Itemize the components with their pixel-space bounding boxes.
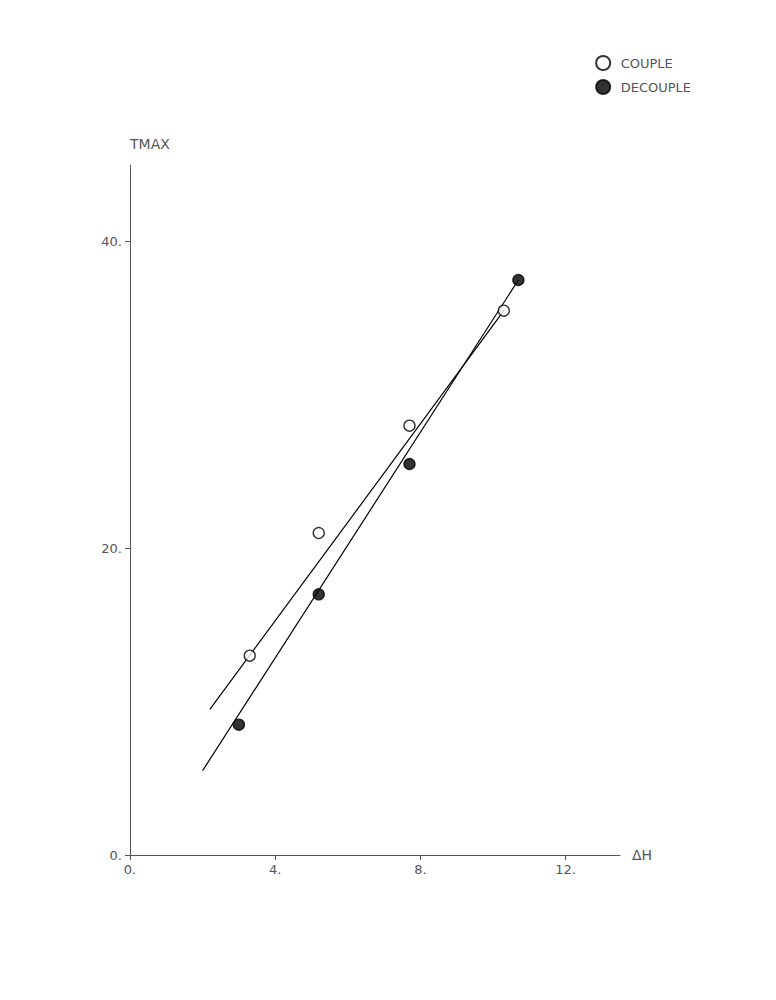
svg-text:TMAX: TMAX [129,136,170,152]
svg-text:8.: 8. [414,862,426,877]
svg-text:0.: 0. [110,848,122,863]
svg-text:DECOUPLE: DECOUPLE [621,80,691,95]
svg-text:20.: 20. [101,541,122,556]
svg-text:0.: 0. [124,862,136,877]
svg-text:4.: 4. [269,862,281,877]
svg-text:12.: 12. [555,862,576,877]
svg-text:40.: 40. [101,234,122,249]
svg-text:COUPLE: COUPLE [621,56,673,71]
svg-text:ΔH: ΔH [632,847,652,863]
